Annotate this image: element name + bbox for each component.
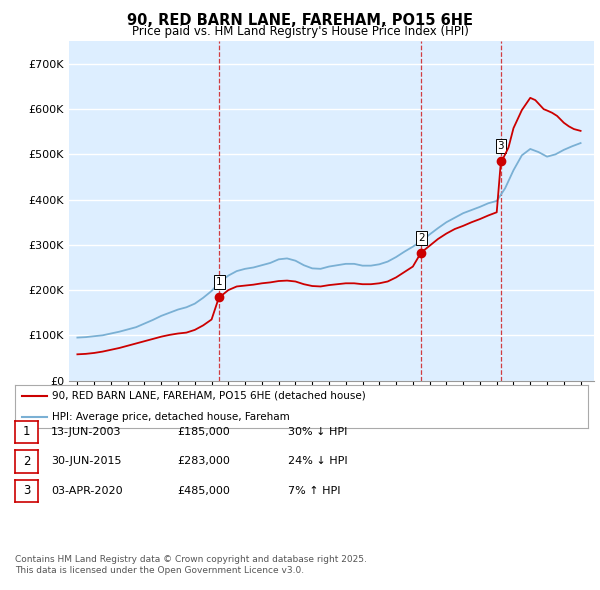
Text: £185,000: £185,000 — [177, 427, 230, 437]
Text: 1: 1 — [216, 277, 223, 287]
Text: Price paid vs. HM Land Registry's House Price Index (HPI): Price paid vs. HM Land Registry's House … — [131, 25, 469, 38]
Text: 3: 3 — [23, 484, 30, 497]
Text: 30% ↓ HPI: 30% ↓ HPI — [288, 427, 347, 437]
Text: 90, RED BARN LANE, FAREHAM, PO15 6HE: 90, RED BARN LANE, FAREHAM, PO15 6HE — [127, 13, 473, 28]
Text: 2: 2 — [418, 232, 425, 242]
Text: £485,000: £485,000 — [177, 486, 230, 496]
Text: 2: 2 — [23, 455, 30, 468]
Text: 1: 1 — [23, 425, 30, 438]
Text: Contains HM Land Registry data © Crown copyright and database right 2025.
This d: Contains HM Land Registry data © Crown c… — [15, 555, 367, 575]
Text: 03-APR-2020: 03-APR-2020 — [51, 486, 122, 496]
Text: 24% ↓ HPI: 24% ↓ HPI — [288, 457, 347, 466]
Text: 7% ↑ HPI: 7% ↑ HPI — [288, 486, 341, 496]
Text: 90, RED BARN LANE, FAREHAM, PO15 6HE (detached house): 90, RED BARN LANE, FAREHAM, PO15 6HE (de… — [52, 391, 366, 401]
Text: 3: 3 — [497, 141, 504, 151]
Text: 13-JUN-2003: 13-JUN-2003 — [51, 427, 121, 437]
Text: £283,000: £283,000 — [177, 457, 230, 466]
Text: 30-JUN-2015: 30-JUN-2015 — [51, 457, 121, 466]
Text: HPI: Average price, detached house, Fareham: HPI: Average price, detached house, Fare… — [52, 412, 290, 422]
